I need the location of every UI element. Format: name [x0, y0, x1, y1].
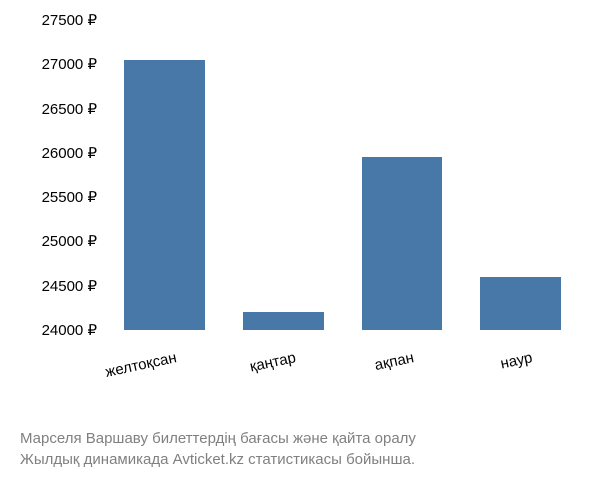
chart-container: 24000 ₽ 24500 ₽ 25000 ₽ 25500 ₽ 26000 ₽ 26500… — [20, 20, 580, 400]
y-axis: 24000 ₽24500 ₽25000 ₽25500 ₽26000 ₽26500… — [20, 20, 105, 330]
x-axis: желтоқсан қаңтар ақпан наур — [105, 335, 580, 395]
y-tick-label: 24500 ₽ — [42, 277, 97, 295]
bar — [480, 277, 561, 330]
y-tick-label: 27500 ₽ — [42, 11, 97, 29]
y-tick-label: 25500 ₽ — [42, 188, 97, 206]
bars-group — [105, 20, 580, 330]
x-tick-label: наур — [499, 349, 534, 372]
caption-line-2: Жылдық динамикада Avticket.kz статистика… — [20, 449, 580, 470]
caption-line-1: Марселя Варшаву билеттердің бағасы және … — [20, 428, 580, 449]
y-tick-label: 25000 ₽ — [42, 232, 97, 250]
x-tick-label: желтоқсан — [104, 349, 178, 381]
chart-caption: Марселя Варшаву билеттердің бағасы және … — [20, 428, 580, 470]
bar — [362, 157, 443, 330]
y-tick-label: 24000 ₽ — [42, 321, 97, 339]
x-tick-label: қаңтар — [248, 349, 297, 375]
y-tick-label: 26500 ₽ — [42, 100, 97, 118]
y-tick-label: 27000 ₽ — [42, 55, 97, 73]
bar — [243, 312, 324, 330]
x-tick-label: ақпан — [373, 349, 415, 374]
bar — [124, 60, 205, 330]
plot-area — [105, 20, 580, 330]
y-tick-label: 26000 ₽ — [42, 144, 97, 162]
